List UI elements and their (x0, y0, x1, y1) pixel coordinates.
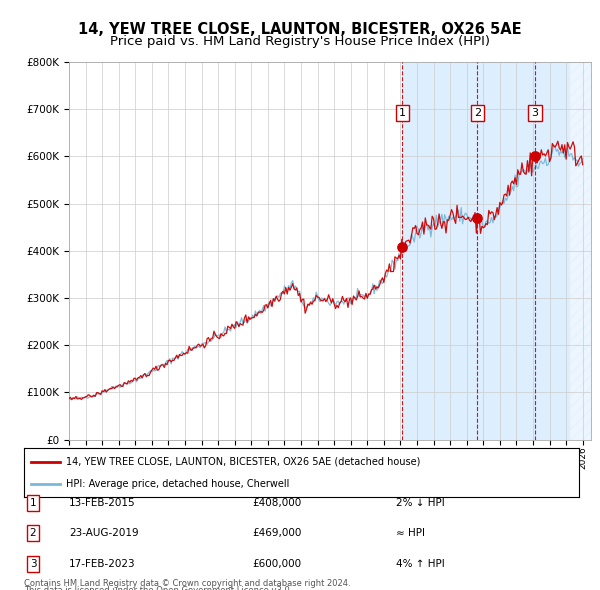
Point (473, 214, 482, 223)
Text: £469,000: £469,000 (252, 529, 301, 538)
Text: £600,000: £600,000 (252, 559, 301, 569)
Text: 1: 1 (399, 108, 406, 118)
Text: 17-FEB-2023: 17-FEB-2023 (69, 559, 136, 569)
Text: 14, YEW TREE CLOSE, LAUNTON, BICESTER, OX26 5AE: 14, YEW TREE CLOSE, LAUNTON, BICESTER, O… (78, 22, 522, 37)
Text: 3: 3 (29, 559, 37, 569)
Text: 2: 2 (474, 108, 481, 118)
Text: ≈ HPI: ≈ HPI (396, 529, 425, 538)
Bar (402, 62, 569, 440)
Text: 4% ↑ HPI: 4% ↑ HPI (396, 559, 445, 569)
Text: 23-AUG-2019: 23-AUG-2019 (69, 529, 139, 538)
Text: 2: 2 (29, 529, 37, 538)
Text: £408,000: £408,000 (252, 498, 301, 507)
Point (397, 242, 407, 252)
Text: 13-FEB-2015: 13-FEB-2015 (69, 498, 136, 507)
Point (530, 152, 540, 161)
Text: 3: 3 (532, 108, 538, 118)
Text: Price paid vs. HM Land Registry's House Price Index (HPI): Price paid vs. HM Land Registry's House … (110, 35, 490, 48)
Text: 1: 1 (29, 498, 37, 507)
Text: 2% ↓ HPI: 2% ↓ HPI (396, 498, 445, 507)
Bar (569, 62, 591, 440)
Text: HPI: Average price, detached house, Cherwell: HPI: Average price, detached house, Cher… (65, 479, 289, 489)
Text: Contains HM Land Registry data © Crown copyright and database right 2024.: Contains HM Land Registry data © Crown c… (24, 579, 350, 588)
Text: This data is licensed under the Open Government Licence v3.0.: This data is licensed under the Open Gov… (24, 586, 292, 590)
Text: 14, YEW TREE CLOSE, LAUNTON, BICESTER, OX26 5AE (detached house): 14, YEW TREE CLOSE, LAUNTON, BICESTER, O… (65, 457, 420, 467)
